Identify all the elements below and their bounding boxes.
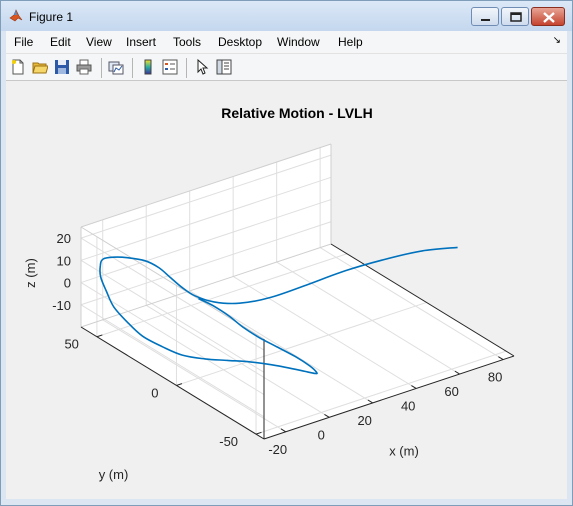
grid-line bbox=[80, 304, 265, 418]
y-tick-label: 0 bbox=[151, 385, 158, 400]
y-tick-mark bbox=[255, 431, 262, 435]
grid-line bbox=[80, 154, 332, 239]
z-tick-label: 20 bbox=[57, 231, 71, 246]
minimize-icon bbox=[481, 19, 490, 21]
toolbar-separator bbox=[132, 58, 133, 78]
x-tick-label: 20 bbox=[357, 413, 371, 428]
y-tick-mark bbox=[176, 383, 183, 386]
close-icon bbox=[543, 12, 555, 23]
insert-legend-icon[interactable] bbox=[162, 59, 178, 75]
toolbar bbox=[6, 53, 567, 81]
x-tick-mark bbox=[498, 356, 504, 361]
grid-line bbox=[255, 350, 507, 435]
back-wall-yz bbox=[81, 227, 264, 439]
menu-tools[interactable]: Tools bbox=[173, 35, 202, 49]
grid-line bbox=[96, 253, 348, 338]
dock-arrow-icon[interactable]: ↘ bbox=[552, 35, 561, 46]
menu-file[interactable]: File bbox=[14, 35, 34, 49]
x-tick-label: 80 bbox=[488, 370, 502, 385]
x-tick-label: 40 bbox=[401, 398, 415, 413]
z-tick-label: 10 bbox=[57, 253, 71, 268]
trajectory-layer bbox=[99, 246, 458, 375]
x-tick-mark bbox=[324, 413, 330, 418]
figure-area: Relative Motion - LVLH -20 0 20 40 60 80 -50 0 5… bbox=[6, 81, 567, 499]
grid-line bbox=[80, 221, 332, 306]
menu-insert[interactable]: Insert bbox=[126, 35, 157, 49]
x-tick-mark bbox=[367, 399, 373, 404]
trajectory-line[interactable] bbox=[99, 246, 458, 375]
x-tick-mark bbox=[280, 428, 287, 433]
y-tick-label: 50 bbox=[64, 337, 78, 352]
axes-layer bbox=[80, 243, 515, 440]
y-tick-mark bbox=[96, 334, 103, 338]
menu-window[interactable]: Window bbox=[277, 35, 320, 49]
x-tick-mark bbox=[411, 385, 417, 389]
x-tick-label: 0 bbox=[318, 427, 325, 442]
grid-layer bbox=[80, 143, 514, 440]
x-axis-line bbox=[263, 355, 515, 440]
y-axis-label: y (m) bbox=[99, 467, 129, 482]
tick-label-layer: -20 0 20 40 60 80 -50 0 50 -10 0 10 20 bbox=[52, 231, 502, 457]
y-tick-label: -50 bbox=[219, 434, 238, 449]
z-tick-label: 0 bbox=[64, 276, 71, 291]
maximize-icon bbox=[510, 12, 522, 22]
x-tick-label: 60 bbox=[444, 384, 458, 399]
z-axis-label: z (m) bbox=[23, 258, 38, 288]
edit-plot-arrow-icon[interactable] bbox=[194, 59, 210, 75]
grid-line bbox=[102, 319, 287, 433]
menu-view[interactable]: View bbox=[86, 35, 112, 49]
grid-line bbox=[319, 247, 504, 361]
maximize-button[interactable] bbox=[501, 7, 529, 26]
grid-line bbox=[80, 199, 332, 284]
save-icon[interactable] bbox=[54, 59, 70, 75]
x-tick-label: -20 bbox=[268, 442, 287, 457]
grid-line bbox=[80, 259, 265, 373]
box-edge bbox=[80, 243, 332, 328]
toolbar-separator bbox=[101, 58, 102, 78]
x-tick-mark bbox=[454, 370, 460, 375]
menu-help[interactable]: Help bbox=[338, 35, 363, 49]
grid-line bbox=[276, 261, 460, 375]
chart-title: Relative Motion - LVLH bbox=[221, 105, 372, 121]
plot-3d-axes[interactable]: Relative Motion - LVLH -20 0 20 40 60 80 -50 0 5… bbox=[6, 81, 567, 499]
y-axis-line bbox=[330, 243, 515, 357]
new-figure-icon[interactable] bbox=[10, 59, 26, 75]
menu-edit[interactable]: Edit bbox=[50, 35, 71, 49]
minimize-button[interactable] bbox=[471, 7, 499, 26]
grid-line bbox=[176, 301, 427, 386]
window-title: Figure 1 bbox=[29, 10, 74, 24]
box-edge bbox=[80, 143, 332, 228]
toolbar-separator bbox=[186, 58, 187, 78]
close-button[interactable] bbox=[531, 7, 565, 26]
grid-line bbox=[232, 276, 417, 389]
insert-colorbar-icon[interactable] bbox=[140, 59, 156, 75]
matlab-logo-icon bbox=[9, 9, 23, 22]
menu-bar: File Edit View Insert Tools Desktop Wind… bbox=[6, 31, 567, 53]
z-tick-label: -10 bbox=[52, 298, 71, 313]
open-file-icon[interactable] bbox=[32, 59, 48, 75]
y-axis-front-line bbox=[80, 326, 265, 440]
print-icon[interactable] bbox=[76, 59, 92, 75]
grid-line bbox=[80, 176, 332, 261]
link-plot-icon[interactable] bbox=[108, 59, 124, 75]
x-axis-label: x (m) bbox=[389, 444, 419, 459]
property-inspector-icon[interactable] bbox=[216, 59, 232, 75]
menu-desktop[interactable]: Desktop bbox=[218, 35, 263, 49]
title-bar[interactable]: Figure 1 bbox=[1, 1, 572, 31]
